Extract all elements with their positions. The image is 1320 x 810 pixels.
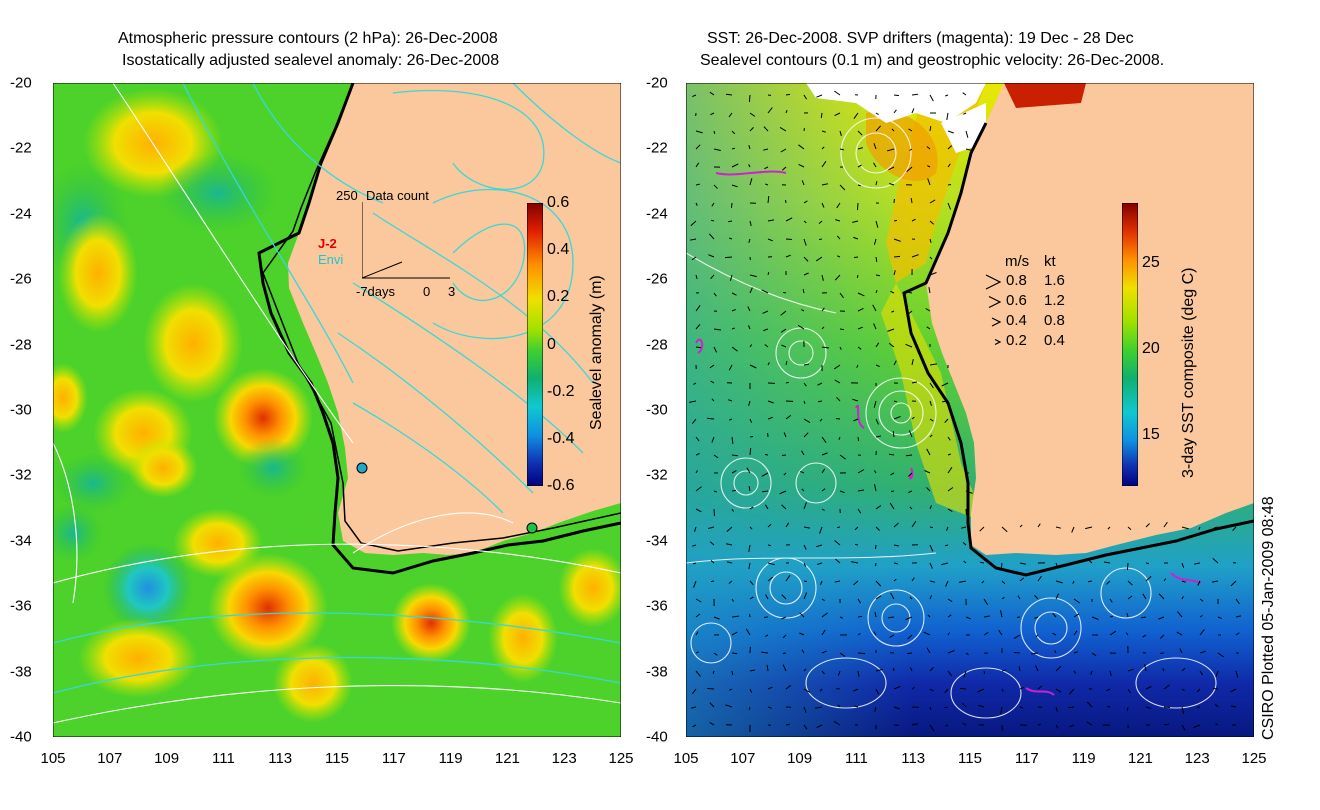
left-y-tick-label: -34 — [10, 532, 32, 550]
velocity-legend-arrow — [985, 274, 1002, 290]
sealevel-colorbar-tick: 0.2 — [547, 288, 570, 306]
left-y-tick-label: -36 — [10, 597, 32, 615]
velocity-legend-header-ms: m/s — [1005, 253, 1030, 270]
right-x-tick-label: 111 — [844, 750, 868, 767]
inset-legend-envi: Envi — [318, 252, 344, 267]
left-y-tick-label: -28 — [10, 336, 32, 354]
left-x-tick-label: 125 — [608, 750, 634, 767]
left-y-tick-label: -38 — [10, 663, 32, 681]
right-x-tick-label: 125 — [1241, 750, 1267, 767]
coastline — [902, 122, 1254, 577]
left-x-tick-label: 121 — [494, 750, 520, 767]
velocity-legend-arrow — [988, 295, 1002, 309]
right-y-tick-label: -30 — [646, 401, 668, 419]
left-x-tick-label: 123 — [551, 750, 577, 767]
velocity-legend-kt: 0.4 — [1044, 332, 1065, 349]
left-y-tick-label: -24 — [10, 205, 32, 223]
sealevel-colorbar-tick: 0.4 — [547, 241, 570, 259]
left-x-tick-label: 115 — [325, 750, 349, 767]
pressure-contours — [53, 83, 621, 694]
velocity-legend-kt: 0.8 — [1044, 312, 1065, 329]
right-x-tick-label: 105 — [673, 750, 699, 767]
left-y-tick-label: -30 — [10, 401, 32, 419]
sealevel-contours — [686, 117, 1217, 719]
right-x-tick-label: 123 — [1184, 750, 1210, 767]
right-y-tick-label: -36 — [646, 597, 668, 615]
data-count-histogram — [362, 202, 450, 279]
sst-colorbar-tick: 15 — [1142, 425, 1160, 443]
right-y-tick-label: -40 — [646, 728, 668, 746]
right-x-tick-label: 119 — [1071, 750, 1096, 767]
sealevel-colorbar-tick: -0.6 — [547, 477, 575, 494]
sealevel-colorbar-tick: 0 — [547, 335, 556, 353]
sst-colorbar — [1122, 203, 1138, 486]
right-y-tick-label: -28 — [646, 336, 668, 354]
left-y-tick-label: -32 — [10, 466, 32, 484]
velocity-legend-header-kt: kt — [1044, 253, 1056, 270]
velocity-legend-kt: 1.6 — [1044, 272, 1065, 289]
drifter-tracks — [695, 170, 1202, 696]
left-title-line2: Isostatically adjusted sealevel anomaly:… — [122, 52, 500, 69]
left-title-line1: Atmospheric pressure contours (2 hPa): 2… — [118, 30, 498, 47]
velocity-legend-ms: 0.4 — [1006, 312, 1027, 329]
coastline — [257, 83, 621, 575]
australia-land — [926, 83, 1254, 555]
left-y-tick-label: -20 — [10, 74, 32, 92]
right-title-line2: Sealevel contours (0.1 m) and geostrophi… — [700, 52, 1165, 69]
right-y-tick-label: -26 — [646, 270, 668, 288]
sealevel-colorbar-tick: -0.2 — [547, 382, 575, 400]
right-y-tick-label: -38 — [646, 663, 668, 681]
right-y-tick-label: -22 — [646, 139, 668, 157]
inset-ymax: 250 — [336, 188, 358, 203]
right-y-tick-label: -34 — [646, 532, 668, 550]
left-y-tick-label: -26 — [10, 270, 32, 288]
left-x-tick-label: 117 — [381, 750, 406, 767]
sst-colorbar-label: 3-day SST composite (deg C) — [1180, 267, 1197, 478]
inset-xlabel-end: 3 — [448, 284, 456, 299]
velocity-legend-ms: 0.6 — [1006, 292, 1027, 309]
left-x-tick-label: 119 — [438, 750, 463, 767]
sealevel-colorbar-tick: 0.6 — [547, 194, 570, 211]
velocity-legend-arrow — [994, 338, 1002, 346]
right-x-tick-label: 113 — [901, 750, 926, 767]
right-title-line1: SST: 26-Dec-2008. SVP drifters (magenta)… — [707, 30, 1134, 47]
sst-colorbar-tick: 25 — [1142, 254, 1160, 272]
geostrophic-velocity-arrows — [689, 90, 1242, 733]
velocity-legend-kt: 1.2 — [1044, 292, 1065, 309]
plot-credit: CSIRO Plotted 05-Jan-2009 08:48 — [1260, 496, 1277, 740]
tide-gauge-marker — [356, 462, 368, 474]
sealevel-colorbar-label: Sealevel anomaly (m) — [588, 275, 605, 430]
right-x-tick-label: 121 — [1127, 750, 1153, 767]
left-y-tick-label: -40 — [10, 728, 32, 746]
sealevel-colorbar-tick: -0.4 — [547, 429, 575, 447]
sst-map — [686, 83, 1254, 737]
velocity-legend-ms: 0.8 — [1006, 272, 1027, 289]
left-x-tick-label: 107 — [97, 750, 123, 767]
sealevel-colorbar — [527, 203, 543, 486]
left-y-tick-label: -22 — [10, 139, 32, 157]
velocity-legend-arrow — [991, 317, 1002, 327]
right-y-tick-label: -32 — [646, 466, 668, 484]
left-x-tick-label: 111 — [211, 750, 235, 767]
right-y-tick-label: -24 — [646, 205, 668, 223]
velocity-legend-ms: 0.2 — [1006, 332, 1027, 349]
tide-gauge-marker — [526, 522, 538, 534]
sst-colorbar-tick: 20 — [1142, 339, 1160, 357]
inset-legend-j2: J-2 — [318, 236, 337, 251]
right-x-tick-label: 107 — [730, 750, 756, 767]
right-x-tick-label: 115 — [958, 750, 982, 767]
inset-title: Data count — [366, 188, 429, 203]
right-y-tick-label: -20 — [646, 74, 668, 92]
right-x-tick-label: 117 — [1014, 750, 1039, 767]
right-x-tick-label: 109 — [787, 750, 813, 767]
left-x-tick-label: 113 — [268, 750, 293, 767]
left-x-tick-label: 105 — [40, 750, 66, 767]
inset-xlabel-zero: 0 — [423, 284, 431, 299]
inset-xlabel-start: -7days — [356, 284, 396, 299]
left-x-tick-label: 109 — [154, 750, 180, 767]
